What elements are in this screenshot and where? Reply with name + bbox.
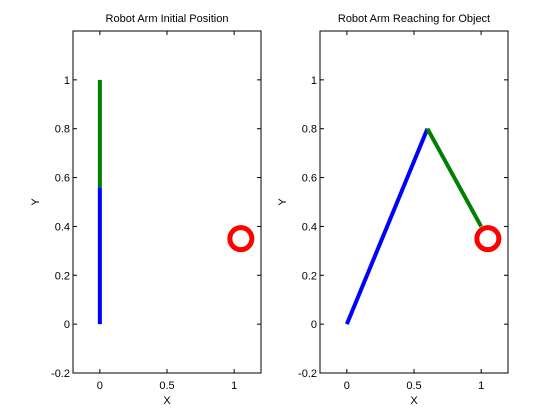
y-tick-label: 0.8 [302, 124, 317, 136]
y-tick-label: 0.2 [55, 270, 70, 282]
target-object-marker [474, 225, 502, 253]
x-tick-label: 0.5 [159, 380, 174, 392]
y-tick-label: 0 [64, 319, 70, 331]
y-tick-label: 1 [64, 75, 70, 87]
y-tick-label: 0.4 [302, 221, 317, 233]
arm-segment-2 [425, 127, 483, 228]
y-tick-label: 0.2 [302, 270, 317, 282]
x-tick-label: 0.5 [406, 380, 421, 392]
y-tick-label: 1 [311, 75, 317, 87]
arm-segment-1 [345, 127, 430, 325]
subplot-1: 0 0.5 1 -0.2 0 0.2 0.4 0.6 0.8 1 Robot Arm Initial… [30, 13, 262, 407]
x-axis-label: X [410, 395, 418, 407]
x-tick-label: 1 [478, 380, 484, 392]
y-tick-label: -0.2 [51, 368, 70, 380]
x-tick-label: 0 [344, 380, 350, 392]
chart-title: Robot Arm Reaching for Object [338, 13, 490, 25]
y-tick-label: 0.4 [55, 221, 70, 233]
y-tick-label: 0.8 [55, 124, 70, 136]
y-tick-label: 0 [311, 319, 317, 331]
y-tick-label: 0.6 [55, 173, 70, 185]
x-tick-label: 0 [97, 380, 103, 392]
y-axis-label: Y [277, 198, 289, 206]
y-tick-label: 0.6 [302, 173, 317, 185]
target-object-marker [227, 225, 255, 253]
x-axis-label: X [163, 395, 171, 407]
y-axis-label: Y [30, 198, 42, 206]
y-tick-label: -0.2 [298, 368, 317, 380]
chart-title: Robot Arm Initial Position [106, 13, 229, 25]
subplot-2: 0 0.5 1 -0.2 0 0.2 0.4 0.6 0.8 1 Robot Arm Reachin… [277, 13, 509, 407]
x-tick-label: 1 [231, 380, 237, 392]
